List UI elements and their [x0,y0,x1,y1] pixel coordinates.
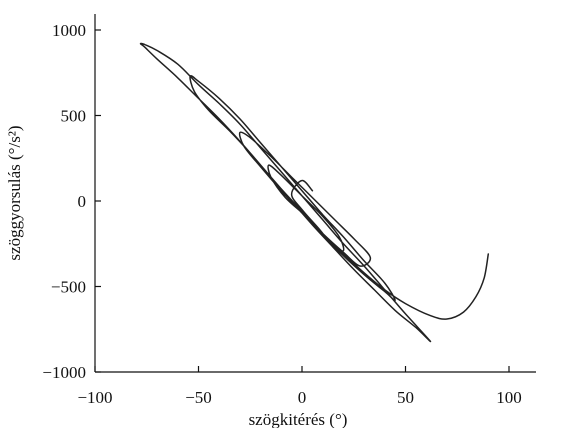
series-line-0 [139,42,490,343]
y-tick-label: −500 [51,278,86,297]
x-tick-label: 0 [298,388,307,407]
y-tick-label: 500 [61,107,87,126]
x-tick-label: −100 [77,388,112,407]
x-tick-label: 100 [496,388,522,407]
y-tick-label: −1000 [42,363,86,382]
x-tick-label: −50 [185,388,212,407]
y-axis-title: szöggyorsulás (°/s²) [5,125,24,260]
x-tick-label: 50 [397,388,414,407]
y-tick-label: 1000 [52,21,86,40]
x-axis-title: szögkitérés (°) [249,410,348,428]
plot-area [139,42,490,343]
y-tick-label: 0 [78,192,87,211]
